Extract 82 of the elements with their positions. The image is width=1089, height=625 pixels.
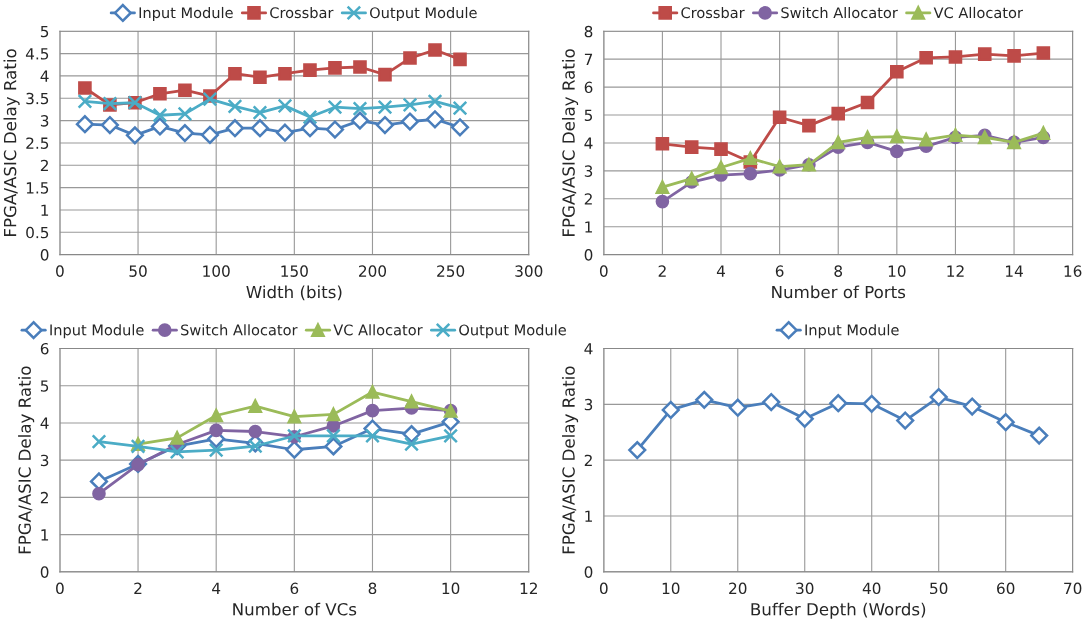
y-tick-label: 1 bbox=[41, 204, 49, 216]
legend-label: VC Allocator bbox=[933, 6, 1023, 19]
x-tick-label: 20 bbox=[729, 582, 747, 595]
y-tick-label: 3.5 bbox=[26, 92, 49, 105]
y-tick-label: 1 bbox=[585, 221, 592, 233]
y-tick-label: 0 bbox=[40, 249, 49, 261]
legend-label: Switch Allocator bbox=[181, 324, 298, 336]
legend-label: Output Module bbox=[459, 324, 566, 339]
legend-label: Input Module bbox=[139, 6, 233, 22]
legend-label: Crossbar bbox=[270, 6, 334, 19]
y-axis-title: FPGA/ASIC Delay Ratio bbox=[3, 49, 20, 236]
x-tick-label: 8 bbox=[834, 265, 843, 277]
y-tick-label: 4 bbox=[40, 417, 49, 429]
x-tick-label: 8 bbox=[368, 582, 377, 595]
x-tick-label: 4 bbox=[212, 582, 221, 594]
x-tick-label: 50 bbox=[129, 265, 147, 277]
y-tick-label: 3 bbox=[40, 115, 49, 127]
y-tick-label: 0 bbox=[584, 249, 593, 261]
y-tick-label: 3 bbox=[584, 165, 593, 177]
x-tick-label: 0 bbox=[56, 582, 64, 595]
x-tick-label: 12 bbox=[947, 265, 964, 277]
x-tick-label: 150 bbox=[281, 265, 308, 277]
y-tick-label: 2 bbox=[40, 159, 48, 172]
legend-label: Crossbar bbox=[681, 6, 745, 19]
legend-label: Input Module bbox=[805, 324, 899, 339]
legend-label: Switch Allocator bbox=[781, 6, 898, 19]
y-tick-label: 6 bbox=[584, 81, 593, 94]
x-tick-label: 2 bbox=[658, 265, 666, 277]
y-tick-label: 7 bbox=[584, 53, 593, 65]
y-tick-label: 5 bbox=[40, 25, 49, 38]
x-tick-label: 6 bbox=[290, 582, 299, 595]
y-tick-label: 1 bbox=[585, 510, 592, 522]
x-tick-label: 12 bbox=[520, 582, 537, 594]
y-tick-label: 2 bbox=[40, 491, 48, 504]
x-tick-label: 40 bbox=[862, 582, 881, 595]
y-tick-label: 0.5 bbox=[26, 226, 49, 239]
legend-label: Input Module bbox=[50, 324, 144, 339]
y-tick-label: 0 bbox=[40, 566, 49, 578]
x-tick-label: 16 bbox=[1064, 265, 1082, 277]
x-tick-label: 6 bbox=[775, 265, 784, 277]
x-tick-label: 50 bbox=[930, 582, 948, 595]
x-tick-label: 30 bbox=[796, 582, 814, 595]
y-tick-label: 4 bbox=[40, 70, 49, 82]
x-tick-label: 250 bbox=[437, 265, 465, 277]
y-tick-label: 0 bbox=[584, 566, 593, 578]
x-tick-label: 70 bbox=[1064, 582, 1082, 595]
y-tick-label: 5 bbox=[584, 109, 593, 122]
y-tick-label: 3 bbox=[584, 398, 593, 411]
x-tick-label: 100 bbox=[203, 265, 230, 277]
y-tick-label: 3 bbox=[40, 454, 49, 467]
x-axis-title: Buffer Depth (Words) bbox=[751, 602, 926, 619]
x-tick-label: 10 bbox=[888, 265, 906, 277]
y-tick-label: 8 bbox=[584, 25, 593, 38]
y-tick-label: 6 bbox=[40, 342, 49, 355]
x-tick-label: 0 bbox=[599, 265, 608, 277]
y-axis-title: FPGA/ASIC Delay Ratio bbox=[18, 366, 35, 554]
y-tick-label: 1 bbox=[41, 529, 49, 541]
x-tick-label: 0 bbox=[56, 265, 64, 277]
y-tick-label: 2 bbox=[584, 193, 592, 205]
x-tick-label: 0 bbox=[599, 582, 608, 595]
x-tick-label: 10 bbox=[442, 582, 460, 595]
legend-label: Output Module bbox=[370, 6, 477, 22]
x-axis-title: Number of Ports bbox=[772, 285, 906, 299]
x-tick-label: 200 bbox=[359, 265, 387, 277]
x-tick-label: 10 bbox=[662, 582, 680, 595]
y-axis-title: FPGA/ASIC Delay Ratio bbox=[561, 366, 579, 554]
y-tick-label: 2.5 bbox=[26, 137, 49, 149]
x-tick-label: 2 bbox=[134, 582, 142, 594]
y-tick-label: 5 bbox=[40, 380, 49, 392]
legend-label: VC Allocator bbox=[333, 324, 423, 336]
y-axis-title: FPGA/ASIC Delay Ratio bbox=[561, 49, 579, 236]
x-tick-label: 14 bbox=[1006, 265, 1023, 277]
x-axis-title: Number of VCs bbox=[233, 602, 357, 616]
y-tick-label: 4 bbox=[584, 137, 593, 149]
x-axis-title: Width (bits) bbox=[246, 285, 342, 301]
y-tick-label: 4 bbox=[584, 343, 593, 355]
x-tick-label: 60 bbox=[997, 582, 1015, 595]
x-tick-label: 300 bbox=[515, 265, 543, 277]
y-tick-label: 1.5 bbox=[26, 182, 49, 194]
x-tick-label: 4 bbox=[716, 265, 726, 277]
y-tick-label: 2 bbox=[584, 454, 592, 466]
y-tick-label: 4.5 bbox=[25, 48, 49, 60]
